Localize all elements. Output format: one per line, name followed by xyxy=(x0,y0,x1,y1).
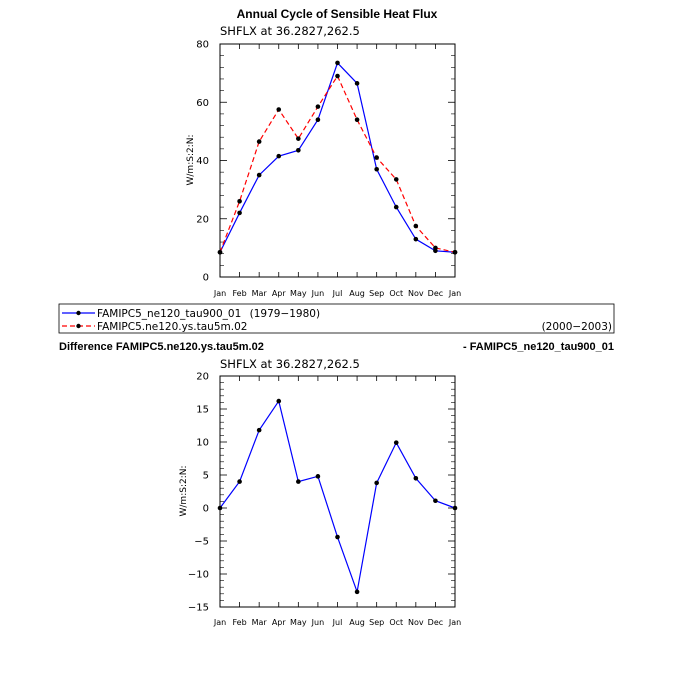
chart1-title: Annual Cycle of Sensible Heat Flux xyxy=(237,7,438,21)
chart1-series-1-point xyxy=(393,204,399,210)
chart1-xtick-label: Oct xyxy=(389,289,403,298)
chart1-ylabel: W/m:S:2:N: xyxy=(186,135,196,186)
legend-label-series1: FAMIPC5_ne120_tau900_01 (1979−1980) xyxy=(97,308,320,320)
chart1-series-2-point xyxy=(315,104,321,109)
legend-marker-series1 xyxy=(76,310,81,316)
chart1-series-2-line xyxy=(219,74,456,253)
chart2-xtick-label: Jan xyxy=(213,618,226,627)
chart2-xtick-label: Oct xyxy=(389,618,403,627)
chart1-series-2-point xyxy=(237,198,242,204)
chart2-subtitle: SHFLX at 36.2827,262.5 xyxy=(220,357,360,371)
chart2-xtick-label: Nov xyxy=(408,618,424,627)
chart1-series-1-point xyxy=(413,236,419,242)
chart2-series-1-point xyxy=(256,427,262,433)
chart2-series-1-point xyxy=(413,476,419,481)
chart2-xtick-label: Jun xyxy=(311,618,325,627)
chart1-series-1-point xyxy=(276,153,282,159)
chart2-series-1-point xyxy=(296,479,301,484)
chart2-ylabel: W/m:S:2:N: xyxy=(179,466,189,517)
chart1-series-1-point xyxy=(256,172,262,178)
chart1-xtick-label: Jan xyxy=(213,289,226,298)
chart1-plot: Jan Feb Mar Apr May Jun Jul Aug Sep Oct Nov Dec Jan 0… xyxy=(196,40,461,299)
chart1-xtick-label: Dec xyxy=(428,289,443,298)
chart1-series-1-point xyxy=(335,60,340,66)
chart2-title-right: - FAMIPC5_ne120_tau900_01 xyxy=(463,341,614,353)
chart1-series-2-point xyxy=(452,249,458,255)
chart1-series-2-point xyxy=(335,73,340,79)
chart2-xtick-label: Feb xyxy=(232,618,246,627)
chart1-series-1-point xyxy=(374,166,379,172)
chart1-ytick-label: 20 xyxy=(196,214,209,225)
chart1-ytick-label: 60 xyxy=(196,98,209,109)
chart1-xtick-label: Jun xyxy=(311,289,325,298)
chart1-series-1-point xyxy=(354,81,360,86)
chart2-series-1-point xyxy=(393,440,399,445)
chart2-series-1-point xyxy=(237,479,242,484)
chart2-ytick-label: 15 xyxy=(196,405,209,416)
chart1-series-1-point xyxy=(296,148,301,153)
chart1-series-1-line xyxy=(219,61,456,253)
chart2-ytick-label: 0 xyxy=(203,504,209,515)
chart2-series-1-point xyxy=(335,534,340,540)
chart2-xtick-label: Jul xyxy=(332,618,343,627)
chart2-plot: Jan Feb Mar Apr May Jun Jul Aug Sep Oct Nov Dec Jan−… xyxy=(188,372,461,628)
chart1-ytick-label: 0 xyxy=(203,273,209,284)
chart2-xtick-label: Apr xyxy=(272,618,287,627)
chart2-series-1-point xyxy=(217,505,223,511)
legend-period-series1: (1979−1980) xyxy=(250,308,320,320)
chart2-series-1-point xyxy=(374,480,379,486)
legend-box xyxy=(58,303,615,334)
chart2-xtick-label: Sep xyxy=(369,618,384,627)
chart2-series-1-point xyxy=(354,589,360,595)
chart1-series-2-point xyxy=(276,107,282,112)
chart2-xtick-label: Aug xyxy=(349,618,365,627)
chart2-ytick-label: 20 xyxy=(196,372,209,383)
chart1-series-2-point xyxy=(393,177,399,182)
chart1-xtick-label: Aug xyxy=(349,289,365,298)
chart1-xtick-label: Apr xyxy=(272,289,287,298)
chart2-series-1-line xyxy=(219,399,456,595)
chart1-xtick-label: Jul xyxy=(332,289,343,298)
chart1-series-1-point xyxy=(237,210,242,216)
chart2-series-1-point xyxy=(433,498,438,504)
legend: FAMIPC5_ne120_tau900_01 (1979−1980) FAMI… xyxy=(58,303,615,334)
chart1-series-2-point xyxy=(354,117,360,123)
chart1-series-2-point xyxy=(217,249,223,255)
chart2-xtick-label: Dec xyxy=(428,618,443,627)
chart1-subtitle: SHFLX at 36.2827,262.5 xyxy=(220,24,360,38)
chart2-ytick-label: −5 xyxy=(194,537,209,548)
chart1-series-1-point xyxy=(315,117,321,123)
chart2-xtick-label: Mar xyxy=(252,618,268,627)
chart1-ytick-label: 40 xyxy=(196,156,209,167)
chart1-series-2-point xyxy=(374,155,379,160)
chart2-series-1-point xyxy=(276,398,282,404)
chart1-xtick-label: Mar xyxy=(252,289,268,298)
chart2-ytick-label: −15 xyxy=(188,603,209,614)
chart2-ytick-label: 5 xyxy=(203,471,209,482)
chart2-series-1-point xyxy=(315,474,321,479)
chart2-ytick-label: 10 xyxy=(196,438,209,449)
chart1-xtick-label: Sep xyxy=(369,289,384,298)
chart1-xtick-label: Feb xyxy=(232,289,246,298)
legend-marker-series2 xyxy=(76,323,81,329)
chart1-ytick-label: 80 xyxy=(196,40,209,51)
chart1-series-2-point xyxy=(433,245,438,251)
legend-period-series2: (2000−2003) xyxy=(542,321,612,333)
legend-name-series2: FAMIPC5.ne120.ys.tau5m.02 xyxy=(97,321,247,333)
legend-name-series1: FAMIPC5_ne120_tau900_01 xyxy=(97,308,241,320)
chart2-xtick-label: May xyxy=(290,618,307,627)
chart1-series-2-point xyxy=(256,139,262,144)
chart1-xtick-label: Jan xyxy=(448,289,461,298)
chart2-title-left: Difference FAMIPC5.ne120.ys.tau5m.02 xyxy=(59,341,264,353)
chart1-xtick-label: Nov xyxy=(408,289,424,298)
chart2-xtick-label: Jan xyxy=(448,618,461,627)
chart1-xtick-label: May xyxy=(290,289,307,298)
chart1-series-2-point xyxy=(413,223,419,229)
chart2-frame xyxy=(219,375,456,608)
chart1-series-2-point xyxy=(296,136,301,141)
chart2-ytick-label: −10 xyxy=(188,570,209,581)
chart2-series-1-point xyxy=(452,505,458,511)
